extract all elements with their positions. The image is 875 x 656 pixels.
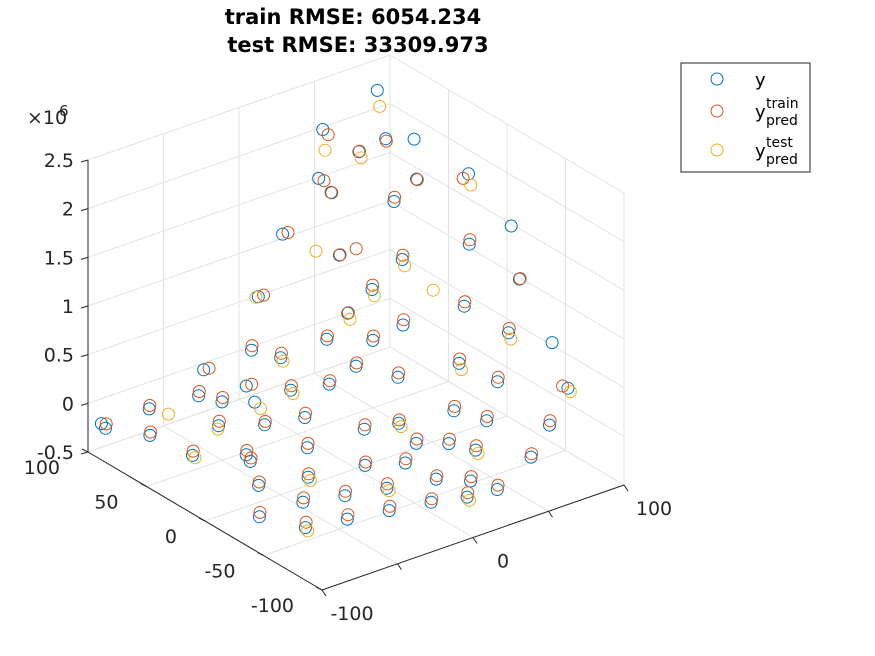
legend-sub-y-pred-test: pred (766, 152, 798, 168)
z-tick-mark (81, 306, 88, 308)
z-tick-mark (81, 257, 88, 259)
y-tick-mark (82, 449, 88, 452)
marker-y-pred-test (427, 284, 439, 296)
z-tick-mark (81, 209, 88, 211)
marker-y-pred-train (514, 273, 526, 285)
chart-title-line-1: train RMSE: 6054.234 (225, 5, 482, 29)
x-tick-mark (322, 590, 326, 596)
marker-y-pred-train (334, 249, 346, 261)
x-tick-label: -100 (330, 603, 373, 625)
marker-y (463, 168, 475, 180)
x-tick-mark (398, 564, 402, 570)
marker-y-pred-test (310, 245, 322, 257)
z-tick-label: -0.5 (37, 442, 74, 464)
legend-sup-y-pred-test: test (766, 135, 793, 151)
y-tick-label: -50 (204, 561, 235, 583)
y-tick-mark (258, 553, 264, 556)
marker-y-pred-train (457, 172, 469, 184)
legend-label-y-pred-train: y (755, 102, 766, 123)
y-tick-mark (141, 484, 147, 487)
z-tick-mark (81, 160, 88, 162)
marker-y (317, 124, 329, 136)
marker-y-pred-test (472, 448, 484, 460)
marker-y-pred-test (374, 100, 386, 112)
marker-y-pred-test (302, 525, 314, 537)
x-tick-label: 100 (636, 498, 672, 520)
marker-y-pred-test (399, 260, 411, 272)
x-tick-mark (473, 538, 477, 544)
z-tick-mark (81, 403, 88, 405)
z-tick-mark (81, 452, 88, 454)
marker-y-pred-test (162, 408, 174, 420)
legend-label-y-pred-test: y (755, 141, 766, 162)
x-tick-mark (624, 485, 628, 491)
y-tick-label: -100 (251, 595, 294, 617)
chart-title-line-2: test RMSE: 33309.973 (227, 33, 488, 57)
y-tick-mark (199, 518, 205, 521)
y-tick-mark (316, 587, 322, 590)
legend-sup-y-pred-train: train (766, 96, 799, 112)
marker-y-pred-test (564, 386, 576, 398)
y-tick-label: 0 (165, 526, 177, 548)
x-tick-mark (549, 511, 553, 517)
z-tick-mark (81, 355, 88, 357)
legend-label-y: y (755, 70, 766, 91)
data-markers (95, 84, 576, 537)
x-tick-label: 0 (497, 551, 509, 573)
marker-y-pred-test (287, 388, 299, 400)
marker-y-pred-test (464, 494, 476, 506)
floor-grid-y (205, 416, 507, 521)
y-tick-label: 50 (94, 492, 118, 514)
marker-y-pred-test (189, 452, 201, 464)
legend-sub-y-pred-train: pred (766, 113, 798, 129)
legend[interactable]: y y train pred y test pred (681, 63, 810, 172)
z-tick-label: 0 (62, 393, 74, 415)
z-tick-label: 0.5 (44, 345, 74, 367)
marker-y (371, 84, 383, 96)
marker-y-pred-train (326, 187, 338, 199)
marker-y-pred-test (277, 355, 289, 367)
z-exponent-power: 6 (59, 102, 69, 120)
marker-y-pred-test (319, 144, 331, 156)
marker-y (408, 133, 420, 145)
marker-y-pred-train (350, 243, 362, 255)
marker-y-pred-train (322, 129, 334, 141)
z-tick-label: 1 (62, 296, 74, 318)
marker-y-pred-test (465, 179, 477, 191)
grid-lines (88, 55, 624, 590)
marker-y-pred-train (411, 174, 423, 186)
z-tick-label: 2.5 (44, 150, 74, 172)
z-tick-label: 1.5 (44, 247, 74, 269)
z-tick-label: 2 (62, 199, 74, 221)
z-axis-exponent: ×10 6 (27, 102, 69, 129)
